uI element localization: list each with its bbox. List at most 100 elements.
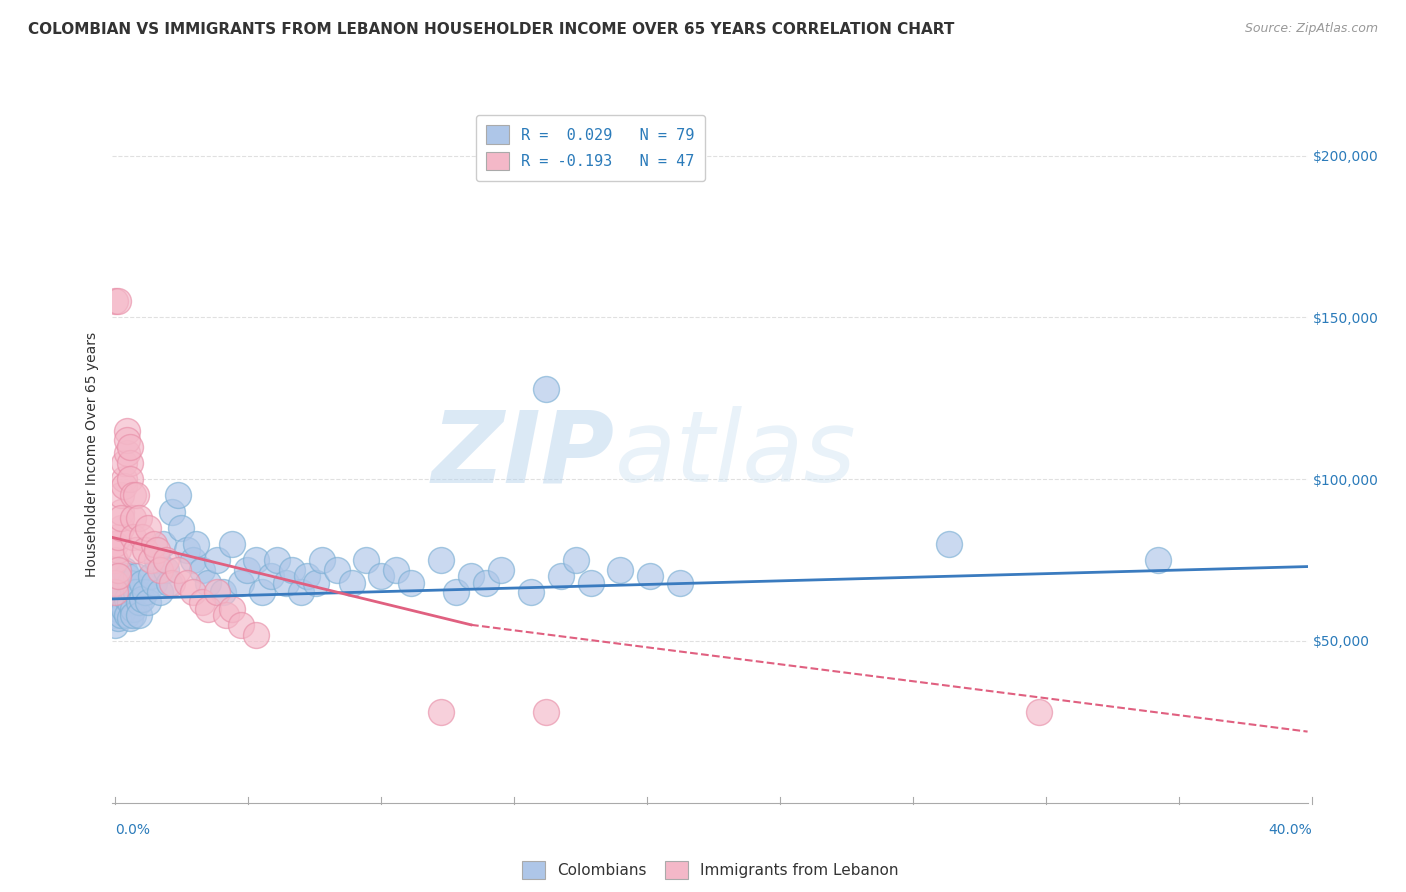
Point xyxy=(141,553,163,567)
Point xyxy=(117,591,139,606)
Point xyxy=(128,595,150,609)
Point xyxy=(117,608,139,623)
Point xyxy=(155,553,177,567)
Point xyxy=(120,595,142,609)
Point xyxy=(205,585,228,599)
Point xyxy=(221,601,243,615)
Point xyxy=(117,424,139,438)
Point xyxy=(104,608,127,623)
Point xyxy=(1028,705,1050,719)
Point xyxy=(520,585,543,599)
Point xyxy=(107,563,129,577)
Legend: Colombians, Immigrants from Lebanon: Colombians, Immigrants from Lebanon xyxy=(516,855,904,886)
Point xyxy=(131,575,153,590)
Point xyxy=(245,553,267,567)
Point xyxy=(162,575,183,590)
Point xyxy=(110,511,132,525)
Point xyxy=(401,575,423,590)
Point xyxy=(155,563,177,577)
Point xyxy=(266,553,288,567)
Point xyxy=(152,537,174,551)
Point xyxy=(162,504,183,518)
Point xyxy=(114,456,135,470)
Point xyxy=(1147,553,1170,567)
Point xyxy=(122,511,145,525)
Point xyxy=(304,575,326,590)
Point xyxy=(157,575,180,590)
Point xyxy=(104,537,127,551)
Point xyxy=(534,705,557,719)
Point xyxy=(311,553,333,567)
Point xyxy=(125,488,148,502)
Point xyxy=(131,591,153,606)
Point xyxy=(181,585,204,599)
Point xyxy=(104,294,127,309)
Point xyxy=(110,504,132,518)
Point xyxy=(176,543,198,558)
Text: Source: ZipAtlas.com: Source: ZipAtlas.com xyxy=(1244,22,1378,36)
Point xyxy=(138,595,160,609)
Text: 0.0%: 0.0% xyxy=(115,823,150,837)
Point xyxy=(186,537,208,551)
Point xyxy=(149,563,172,577)
Point xyxy=(141,569,163,583)
Point xyxy=(114,472,135,486)
Point xyxy=(110,488,132,502)
Point xyxy=(107,585,129,599)
Point xyxy=(138,521,160,535)
Point xyxy=(550,569,572,583)
Point xyxy=(143,537,166,551)
Point xyxy=(669,575,692,590)
Point xyxy=(146,543,169,558)
Point xyxy=(120,575,142,590)
Point xyxy=(245,627,267,641)
Point xyxy=(110,575,132,590)
Point xyxy=(117,569,139,583)
Point xyxy=(114,601,135,615)
Point xyxy=(167,563,190,577)
Point xyxy=(120,611,142,625)
Point xyxy=(131,531,153,545)
Point xyxy=(104,591,127,606)
Point xyxy=(444,585,467,599)
Point xyxy=(197,575,219,590)
Point xyxy=(205,553,228,567)
Point xyxy=(114,563,135,577)
Point xyxy=(120,456,142,470)
Y-axis label: Householder Income Over 65 years: Householder Income Over 65 years xyxy=(84,333,98,577)
Point xyxy=(534,382,557,396)
Point xyxy=(938,537,960,551)
Point xyxy=(221,537,243,551)
Point xyxy=(107,569,129,583)
Point xyxy=(564,553,586,567)
Point xyxy=(104,617,127,632)
Point xyxy=(191,563,214,577)
Point xyxy=(125,585,148,599)
Point xyxy=(281,563,304,577)
Point xyxy=(430,705,453,719)
Point xyxy=(128,608,150,623)
Point xyxy=(191,595,214,609)
Point xyxy=(117,434,139,448)
Point xyxy=(128,511,150,525)
Point xyxy=(370,569,392,583)
Point xyxy=(122,608,145,623)
Point xyxy=(295,569,318,583)
Point xyxy=(229,575,252,590)
Point xyxy=(181,553,204,567)
Point xyxy=(117,446,139,460)
Point xyxy=(579,575,602,590)
Point xyxy=(229,617,252,632)
Point xyxy=(104,553,127,567)
Point xyxy=(609,563,631,577)
Point xyxy=(134,543,156,558)
Point xyxy=(170,521,193,535)
Point xyxy=(107,531,129,545)
Point xyxy=(430,553,453,567)
Text: atlas: atlas xyxy=(614,407,856,503)
Point xyxy=(143,575,166,590)
Point xyxy=(260,569,283,583)
Point xyxy=(114,585,135,599)
Point xyxy=(146,553,169,567)
Point xyxy=(274,575,297,590)
